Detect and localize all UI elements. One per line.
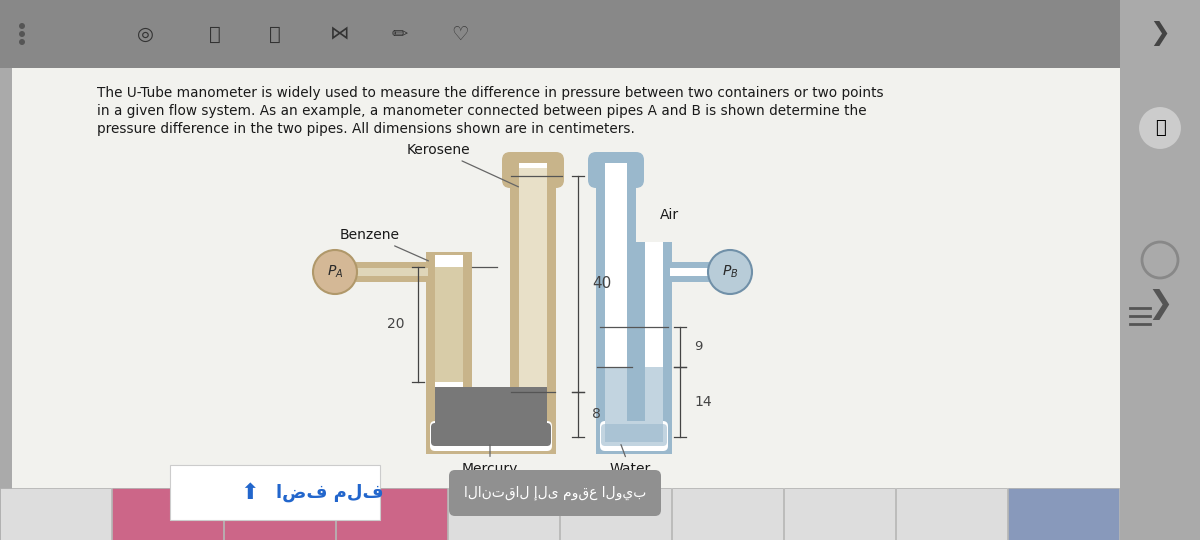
Text: Water: Water [610, 444, 650, 476]
Circle shape [644, 426, 672, 454]
Text: in a given flow system. As an example, a manometer connected between pipes A and: in a given flow system. As an example, a… [97, 104, 866, 118]
Bar [356, 268, 428, 276]
Bar [0, 488, 112, 540]
FancyBboxPatch shape [502, 152, 564, 188]
Bar [170, 465, 380, 520]
Bar [520, 163, 547, 437]
Circle shape [19, 39, 25, 45]
Text: Air: Air [660, 208, 679, 222]
Circle shape [596, 426, 624, 454]
Circle shape [19, 31, 25, 37]
Text: 8: 8 [592, 408, 601, 422]
Text: 14: 14 [694, 395, 712, 409]
Text: ◎: ◎ [137, 24, 154, 44]
Text: 40: 40 [592, 276, 611, 292]
Bar [596, 155, 636, 447]
Bar [646, 242, 662, 437]
FancyBboxPatch shape [600, 421, 668, 451]
Bar [112, 488, 223, 540]
Bar [436, 387, 547, 442]
Bar [1008, 488, 1120, 540]
Bar [436, 267, 463, 382]
Text: ❯: ❯ [1147, 288, 1172, 320]
Bar [1120, 0, 1200, 540]
Text: ⋈: ⋈ [330, 24, 349, 44]
Bar [636, 242, 672, 447]
Text: Mercury: Mercury [462, 445, 518, 476]
Circle shape [528, 426, 556, 454]
Bar [426, 252, 472, 447]
Text: $P_B$: $P_B$ [721, 264, 738, 280]
Bar [784, 488, 895, 540]
Text: 📷: 📷 [1154, 119, 1165, 137]
Text: 20: 20 [386, 318, 404, 332]
FancyBboxPatch shape [431, 423, 551, 446]
Bar [448, 488, 559, 540]
Text: $P_A$: $P_A$ [326, 264, 343, 280]
Bar [605, 163, 628, 437]
Circle shape [426, 426, 454, 454]
Bar [596, 424, 672, 454]
Text: ♡: ♡ [451, 24, 469, 44]
Text: Kerosene: Kerosene [407, 143, 518, 187]
Bar [426, 424, 556, 454]
Bar [356, 268, 428, 276]
Text: ⏯: ⏯ [209, 24, 221, 44]
Bar [0, 68, 12, 540]
Text: pressure difference in the two pipes. All dimensions shown are in centimeters.: pressure difference in the two pipes. Al… [97, 122, 635, 136]
Text: 9: 9 [694, 341, 702, 354]
Bar [224, 488, 335, 540]
Bar [0, 0, 1200, 68]
FancyBboxPatch shape [601, 424, 667, 446]
Text: اضف ملف: اضف ملف [276, 484, 384, 502]
Bar [672, 488, 784, 540]
Bar [605, 367, 662, 442]
Bar [436, 255, 463, 437]
Bar [670, 262, 712, 282]
Circle shape [1138, 106, 1182, 150]
Text: Benzene: Benzene [340, 228, 428, 261]
Bar [896, 488, 1007, 540]
Bar [336, 488, 446, 540]
Text: ⬆: ⬆ [241, 483, 259, 503]
FancyBboxPatch shape [449, 470, 661, 516]
Circle shape [19, 23, 25, 29]
Text: 🗑: 🗑 [269, 24, 281, 44]
Bar [356, 262, 428, 282]
FancyBboxPatch shape [588, 152, 644, 188]
Text: الانتقال إلى موقع الويب: الانتقال إلى موقع الويب [464, 486, 646, 500]
Bar [510, 155, 556, 447]
Text: ❯: ❯ [1150, 22, 1170, 46]
Bar [12, 68, 1120, 540]
FancyBboxPatch shape [430, 421, 552, 451]
Text: ✏: ✏ [392, 24, 408, 44]
Circle shape [708, 250, 752, 294]
Circle shape [313, 250, 358, 294]
Bar [520, 168, 547, 387]
Text: The U-Tube manometer is widely used to measure the difference in pressure betwee: The U-Tube manometer is widely used to m… [97, 86, 883, 100]
Bar [670, 268, 712, 276]
Bar [560, 488, 671, 540]
